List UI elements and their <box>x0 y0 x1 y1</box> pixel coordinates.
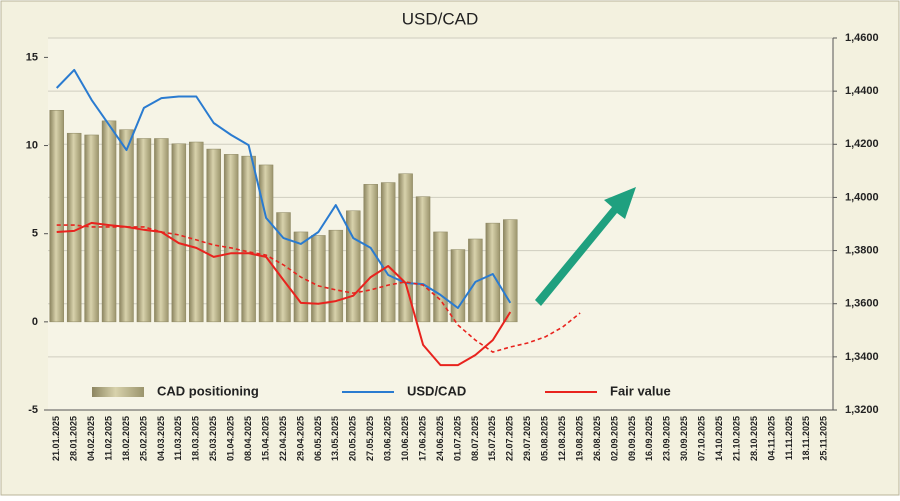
x-tick-label: 18.11.2025 <box>801 416 811 461</box>
x-tick-label: 04.11.2025 <box>766 416 776 461</box>
y2-tick-label: 1,3400 <box>845 351 879 363</box>
x-tick-label: 11.03.2025 <box>173 416 183 461</box>
y2-tick-label: 1,3800 <box>845 244 879 256</box>
bar <box>363 184 378 323</box>
x-tick-label: 22.07.2025 <box>505 416 515 461</box>
y2-tick-label: 1,4200 <box>845 138 879 150</box>
x-tick-label: 03.06.2025 <box>383 416 393 461</box>
x-tick-label: 10.06.2025 <box>400 416 410 461</box>
x-tick-label: 23.09.2025 <box>662 416 672 461</box>
bar <box>398 173 413 323</box>
bar <box>206 148 221 323</box>
x-tick-label: 04.02.2025 <box>86 416 96 461</box>
x-tick-label: 11.02.2025 <box>103 416 113 461</box>
y-tick-label: 15 <box>26 51 38 63</box>
y-tick-label: 5 <box>32 228 38 240</box>
bar <box>171 143 187 323</box>
bar <box>433 231 448 323</box>
bar <box>468 238 483 323</box>
bar <box>450 249 466 323</box>
bar <box>84 134 99 323</box>
bar <box>49 110 64 323</box>
y2-tick-label: 1,4600 <box>845 32 879 44</box>
x-tick-label: 28.01.2025 <box>69 416 79 461</box>
x-tick-label: 14.10.2025 <box>714 416 724 461</box>
x-tick-label: 16.09.2025 <box>644 416 654 461</box>
y2-tick-label: 1,4400 <box>845 85 879 97</box>
bar <box>311 235 326 323</box>
line-series <box>55 68 512 309</box>
y-tick-label: -5 <box>28 404 38 416</box>
x-tick-label: 08.07.2025 <box>470 416 480 461</box>
x-tick-label: 15.07.2025 <box>487 416 497 461</box>
legend-swatch <box>92 387 144 397</box>
x-tick-label: 13.05.2025 <box>330 416 340 461</box>
bar <box>346 210 361 323</box>
x-tick-label: 18.02.2025 <box>121 416 131 461</box>
line-series <box>56 221 512 367</box>
bar <box>276 212 291 323</box>
bar <box>241 155 256 323</box>
x-tick-label: 24.06.2025 <box>435 416 445 461</box>
x-tick-label: 21.01.2025 <box>51 416 61 461</box>
line-series <box>56 224 581 353</box>
legend-label: USD/CAD <box>407 383 466 398</box>
x-tick-label: 27.05.2025 <box>365 416 375 461</box>
x-tick-label: 25.03.2025 <box>208 416 218 461</box>
x-tick-label: 05.08.2025 <box>540 416 550 461</box>
x-tick-label: 17.06.2025 <box>417 416 427 461</box>
x-tick-label: 20.05.2025 <box>348 416 358 461</box>
y-tick-label: 10 <box>26 139 38 151</box>
y2-tick-label: 1,3200 <box>845 404 879 416</box>
bar <box>223 154 239 323</box>
x-tick-label: 29.07.2025 <box>522 416 532 461</box>
x-tick-label: 01.07.2025 <box>452 416 462 461</box>
y2-tick-label: 1,4000 <box>845 191 879 203</box>
bar <box>328 229 344 323</box>
x-tick-label: 06.05.2025 <box>313 416 323 461</box>
bar <box>101 120 117 323</box>
x-tick-label: 25.11.2025 <box>819 416 829 461</box>
bar <box>380 182 396 323</box>
x-tick-label: 04.03.2025 <box>156 416 166 461</box>
x-tick-label: 22.04.2025 <box>278 416 288 461</box>
legend-label: Fair value <box>610 383 671 398</box>
x-tick-label: 26.08.2025 <box>592 416 602 461</box>
bar <box>415 196 431 323</box>
trend-arrow <box>535 187 636 306</box>
x-tick-label: 01.04.2025 <box>226 416 236 461</box>
x-tick-label: 07.10.2025 <box>697 416 707 461</box>
y2-tick-label: 1,3600 <box>845 298 879 310</box>
x-tick-label: 15.04.2025 <box>260 416 270 461</box>
bar <box>503 219 518 323</box>
x-tick-label: 12.08.2025 <box>557 416 567 461</box>
x-tick-label: 29.04.2025 <box>295 416 305 461</box>
bar <box>258 164 274 323</box>
bar <box>66 132 82 323</box>
x-tick-label: 21.10.2025 <box>731 416 741 461</box>
legend-label: CAD positioning <box>157 383 259 398</box>
x-tick-label: 08.04.2025 <box>243 416 253 461</box>
bar <box>189 141 204 323</box>
x-tick-label: 25.02.2025 <box>138 416 148 461</box>
x-tick-label: 11.11.2025 <box>784 416 794 460</box>
layer: 1,3200 1,3400 1,3600 1,3800 1,4000 1,4200 1,44… <box>26 32 879 461</box>
x-tick-label: 19.08.2025 <box>574 416 584 461</box>
x-tick-label: 28.10.2025 <box>749 416 759 461</box>
x-tick-label: 30.09.2025 <box>679 416 689 461</box>
x-tick-label: 18.03.2025 <box>191 416 201 461</box>
bar <box>485 222 501 323</box>
chart-title: USD/CAD <box>402 9 479 28</box>
y-tick-label: 0 <box>32 316 38 328</box>
x-tick-label: 02.09.2025 <box>609 416 619 461</box>
x-tick-label: 09.09.2025 <box>627 416 637 461</box>
